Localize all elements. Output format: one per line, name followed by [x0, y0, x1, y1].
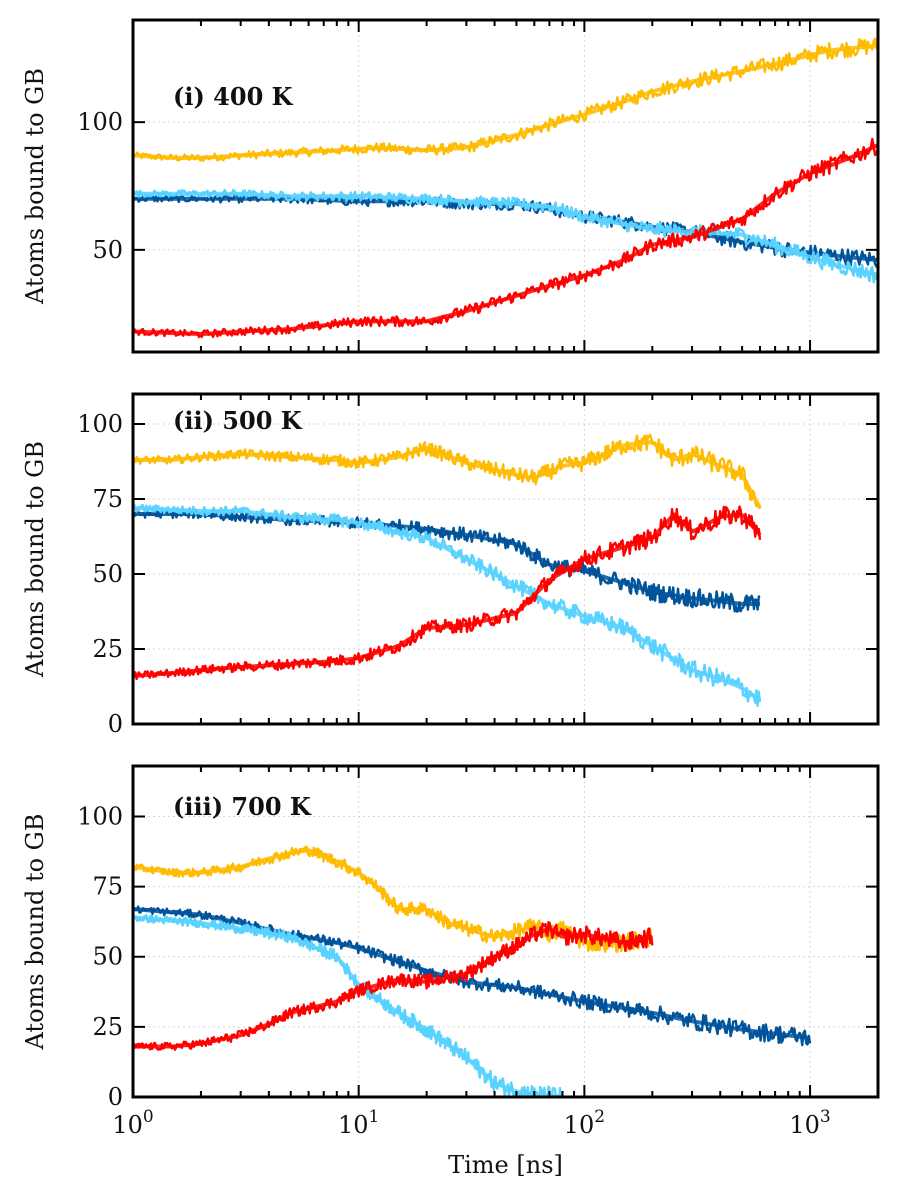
x-axis-title: Time [ns]	[448, 1151, 563, 1179]
x-tick-label: 100	[112, 1107, 153, 1139]
series-band-4	[133, 143, 878, 336]
series-band-3	[133, 506, 762, 702]
series-band-3	[133, 915, 563, 1097]
panel-label: (i) 400 K	[173, 82, 294, 111]
panel-label: (iii) 700 K	[173, 792, 312, 821]
y-tick-label: 25	[92, 635, 123, 663]
y-tick-label: 0	[108, 710, 123, 738]
series-band-1	[133, 440, 762, 509]
y-axis: 50 100	[77, 108, 878, 264]
series-line-4	[133, 921, 654, 1051]
y-tick-label: 25	[92, 1013, 123, 1041]
plot-frame	[131, 392, 880, 726]
y-tick-label: 75	[92, 873, 123, 901]
series-group	[133, 845, 812, 1097]
panel-1: 50 100 Atoms bound to GB (i) 400 K	[21, 18, 880, 354]
plot-frame	[131, 18, 880, 354]
x-ticks	[132, 20, 879, 352]
y-tick-label: 75	[92, 485, 123, 513]
x-tick-label: 102	[564, 1107, 605, 1139]
plot-frame	[131, 764, 880, 1099]
series-band-1	[133, 43, 878, 160]
series-group	[133, 433, 762, 708]
y-axis: 0 25 50 75 100	[77, 802, 878, 1111]
grid	[132, 394, 878, 725]
y-axis-title: Atoms bound to GB	[21, 441, 49, 678]
x-ticks	[132, 766, 879, 1097]
y-tick-label: 100	[77, 410, 123, 438]
panel-2: 0 25 50 75 100 Atoms bound to GB (ii) 500 K	[21, 392, 880, 738]
x-ticks	[132, 394, 879, 724]
series-band-4	[133, 512, 762, 678]
x-tick-label: 103	[789, 1107, 830, 1139]
series-band-1	[133, 848, 653, 945]
y-tick-label: 100	[77, 108, 123, 136]
panel-label: (ii) 500 K	[173, 406, 303, 435]
series-group	[133, 37, 878, 339]
y-axis-title: Atoms bound to GB	[21, 814, 49, 1051]
series-band-4	[133, 927, 653, 1049]
x-tick-label: 101	[338, 1107, 379, 1139]
y-tick-label: 0	[108, 1083, 123, 1111]
y-tick-label: 50	[92, 236, 123, 264]
y-tick-label: 100	[77, 802, 123, 830]
series-band-2	[133, 512, 760, 606]
y-axis: 0 25 50 75 100	[77, 410, 878, 738]
y-tick-label: 50	[92, 943, 123, 971]
series-line-1	[133, 433, 762, 510]
y-tick-label: 50	[92, 560, 123, 588]
y-axis-title: Atoms bound to GB	[21, 68, 49, 305]
panel-3: 0 25 50 75 100 Atoms bound to GB (iii) 700 K 10…	[21, 764, 880, 1179]
series-band-3	[133, 191, 878, 278]
